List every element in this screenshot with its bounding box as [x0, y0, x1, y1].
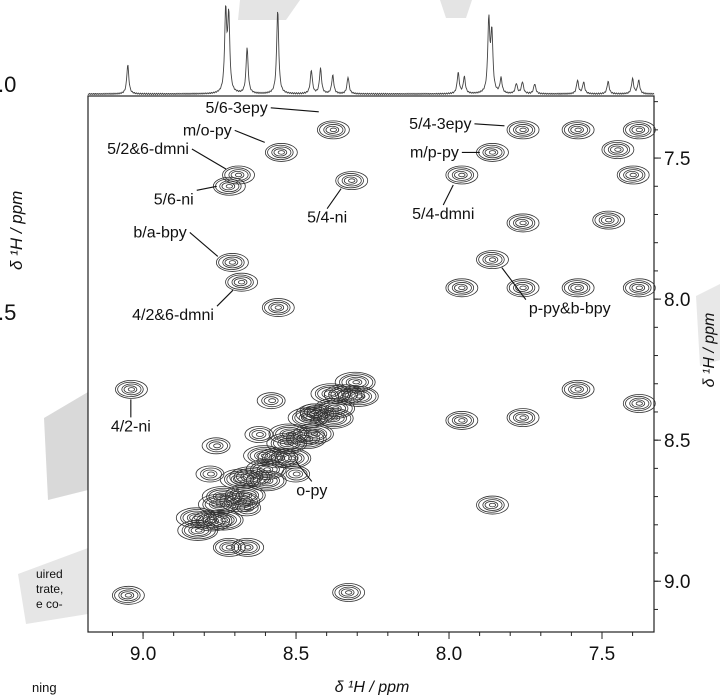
- cross-peak: [231, 537, 265, 557]
- caption-line-1: uired: [36, 567, 63, 581]
- peak-label: 5/6-3epy: [205, 100, 267, 117]
- cross-peak: [115, 379, 148, 399]
- cross-peak: [335, 171, 369, 191]
- caption-line-3: e co-: [36, 597, 63, 611]
- diagonal-peak: [244, 426, 274, 443]
- cross-peak: [332, 583, 366, 602]
- cross-peak: [592, 210, 626, 230]
- y-tick-label: 8.5: [664, 431, 690, 452]
- peak-label: 4/2&6-dmni: [132, 307, 214, 324]
- x-tick-label: 7.5: [589, 644, 615, 665]
- diagonal-peak: [281, 465, 311, 483]
- cross-peak: [622, 394, 656, 413]
- cross-peak: [622, 278, 656, 298]
- watermark-shape-left: [44, 392, 88, 500]
- peak-label: m/o-py: [183, 122, 232, 139]
- annotation-leader: [501, 267, 527, 300]
- cross-peak: [506, 408, 540, 428]
- left-axis-title: δ ¹H / ppm: [7, 191, 26, 270]
- peak-label: 5/4-dmni: [412, 206, 474, 223]
- cross-peak: [445, 411, 479, 430]
- peak-label: b/a-bpy: [133, 224, 186, 241]
- peak-label: 5/4-ni: [307, 210, 347, 227]
- cross-peak: [622, 120, 656, 140]
- y-tick-label: 7.5: [664, 149, 690, 170]
- left-tick-lower: .5: [0, 300, 16, 325]
- cross-peak: [561, 120, 595, 140]
- annotation-leader: [234, 129, 265, 143]
- diagonal-peak: [202, 509, 244, 531]
- diagonal-peak: [195, 465, 225, 483]
- annotation-leader: [442, 184, 454, 206]
- caption-line-2: trate,: [36, 582, 63, 596]
- contour-layer: [111, 120, 656, 605]
- leader-lines: [130, 107, 527, 482]
- peak-label: 5/4-3epy: [409, 116, 471, 133]
- diagonal-peak: [299, 403, 329, 421]
- watermark-shape-right: [696, 284, 720, 366]
- cross-peak: [111, 585, 145, 605]
- annotation-leader: [196, 185, 217, 191]
- peak-label: 5/6-ni: [154, 191, 194, 208]
- cross-peak: [616, 165, 650, 185]
- y-axis-title: δ ¹H / ppm: [701, 313, 718, 388]
- peak-label: 5/2&6-dmni: [107, 141, 189, 158]
- cross-peak: [212, 537, 246, 557]
- cross-peak: [506, 120, 540, 140]
- y-axis-ticks: 7.5 8.0 8.5 9.0: [654, 101, 690, 610]
- peak-label: 4/2-ni: [111, 418, 151, 435]
- cross-peak: [601, 140, 635, 160]
- cross-peak: [261, 298, 295, 317]
- x-axis-title: δ ¹H / ppm: [335, 679, 410, 695]
- cross-peak: [225, 272, 258, 292]
- annotation-leader: [189, 232, 219, 257]
- watermark-shape-top: [238, 0, 300, 20]
- peak-label: p-py&b-bpy: [529, 301, 611, 318]
- watermark-shape-left-lower: [18, 548, 88, 624]
- cross-peak: [561, 278, 595, 298]
- peak-labels: 5/6-3epy m/o-py 5/2&6-dmni 5/6-ni 5/4-ni 5/4-…: [107, 100, 611, 500]
- diagonal-peak: [256, 392, 286, 410]
- cross-peak: [476, 143, 509, 162]
- cross-peak: [445, 165, 479, 185]
- x-axis-ticks: 9.0 8.5 8.0 7.5: [111, 632, 634, 665]
- cross-peak: [264, 143, 298, 162]
- peak-label: m/p-py: [410, 144, 459, 161]
- y-tick-label: 9.0: [664, 572, 690, 593]
- annotation-leader: [216, 289, 234, 307]
- cross-peak: [476, 250, 509, 270]
- annotation-leader: [474, 123, 505, 127]
- diagonal-peak: [334, 371, 376, 393]
- left-tick-upper: .0: [0, 72, 16, 97]
- cross-peak: [316, 120, 350, 140]
- peak-label: o-py: [296, 482, 327, 499]
- projection-spectrum-trace: [87, 5, 655, 96]
- annotation-leader: [326, 188, 342, 209]
- cross-peak: [212, 176, 246, 196]
- annotation-leader: [191, 148, 227, 170]
- bottom-left-word: ning: [32, 680, 57, 695]
- x-tick-label: 8.0: [436, 644, 462, 665]
- plot-frame: [87, 95, 655, 633]
- diagonal-peak: [245, 470, 287, 492]
- cross-peak: [561, 379, 595, 399]
- x-tick-label: 9.0: [130, 644, 156, 665]
- y-tick-label: 8.0: [664, 290, 690, 311]
- cross-peak: [215, 253, 249, 272]
- annotation-leader: [270, 107, 319, 113]
- annotation-leader: [295, 461, 313, 482]
- cross-peak: [506, 213, 540, 233]
- cross-peak: [445, 278, 479, 298]
- diagonal-peak: [232, 499, 262, 517]
- cross-peak: [476, 495, 509, 515]
- diagonal-peak: [337, 386, 379, 407]
- watermark-shape-top-right: [440, 0, 472, 18]
- diagonal-peak: [201, 437, 231, 455]
- x-tick-label: 8.5: [283, 644, 309, 665]
